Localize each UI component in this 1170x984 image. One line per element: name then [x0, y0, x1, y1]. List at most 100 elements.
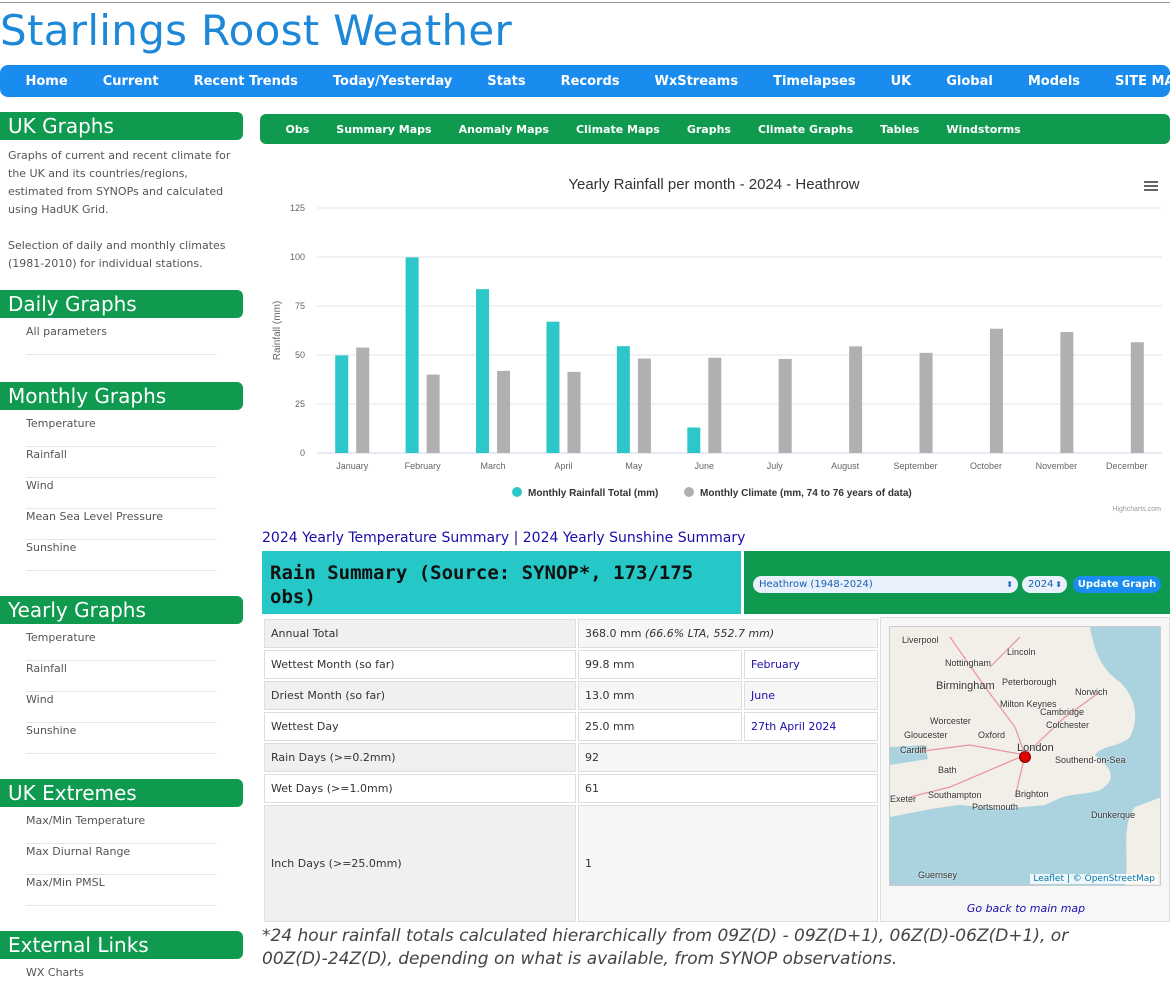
subnav-climate-graphs[interactable]: Climate Graphs	[757, 122, 854, 136]
sidebar-item-yearly-temperature[interactable]: Temperature	[26, 630, 217, 661]
chart-bar	[989, 328, 1003, 453]
map-place-label: Worcester	[930, 716, 971, 726]
sidebar-item-max-min-pmsl[interactable]: Max/Min PMSL	[26, 875, 217, 906]
table-row: Annual Total 368.0 mm (66.6% LTA, 552.7 …	[264, 619, 878, 648]
stat-label: Wettest Day	[264, 712, 576, 741]
y-tick-label: 75	[295, 301, 305, 311]
sidebar-item-monthly-rainfall[interactable]: Rainfall	[26, 447, 217, 478]
map-place-label: Guernsey	[918, 870, 958, 880]
year-select[interactable]: 2024 ⬍	[1022, 576, 1067, 593]
sunshine-summary-link[interactable]: 2024 Yearly Sunshine Summary	[522, 530, 746, 546]
uk-extremes-list: Max/Min Temperature Max Diurnal Range Ma…	[0, 807, 243, 906]
station-map[interactable]: Liverpool Lincoln Nottingham Birmingham Pete…	[889, 626, 1161, 886]
sidebar-item-yearly-rainfall[interactable]: Rainfall	[26, 661, 217, 692]
nav-uk[interactable]: UK	[890, 73, 912, 89]
nav-current[interactable]: Current	[102, 73, 159, 89]
station-select-value: Heathrow (1948-2024)	[759, 579, 873, 590]
driest-month-link[interactable]: June	[744, 681, 878, 710]
nav-records[interactable]: Records	[560, 73, 620, 89]
chart-bar	[1060, 332, 1074, 453]
stat-label: Annual Total	[264, 619, 576, 648]
monthly-graphs-list: Temperature Rainfall Wind Mean Sea Level…	[0, 410, 243, 571]
sidebar-heading-daily: Daily Graphs	[0, 290, 243, 318]
map-bristol-channel	[890, 745, 928, 765]
chart-bar	[476, 289, 490, 453]
sidebar: UK Graphs Graphs of current and recent c…	[0, 112, 243, 984]
stat-value: 92	[578, 743, 878, 772]
rain-summary-controls: Heathrow (1948-2024) ⬍ 2024 ⬍ Update Gra…	[744, 551, 1170, 614]
annual-total-lta: (66.6% LTA, 552.7 mm)	[644, 627, 775, 640]
map-place-label: Southampton	[928, 790, 982, 800]
y-axis-label: Rainfall (mm)	[272, 301, 283, 360]
chart-bar	[778, 358, 792, 453]
subnav-graphs[interactable]: Graphs	[686, 122, 731, 136]
y-tick-label: 50	[295, 350, 305, 360]
x-tick-label: August	[831, 461, 860, 471]
sidebar-item-yearly-sunshine[interactable]: Sunshine	[26, 723, 217, 754]
back-to-main-map-link[interactable]: Go back to main map	[966, 902, 1086, 915]
x-tick-label: April	[554, 461, 572, 471]
select-arrows-icon: ⬍	[1006, 580, 1013, 589]
subnav-tables[interactable]: Tables	[880, 122, 920, 136]
chart-menu-icon	[1144, 185, 1158, 187]
wettest-day-link[interactable]: 27th April 2024	[744, 712, 878, 741]
main-nav: Home Current Recent Trends Today/Yesterd…	[0, 65, 1170, 97]
chart-bar	[426, 374, 440, 453]
x-tick-label: January	[336, 461, 369, 471]
x-tick-label: November	[1036, 461, 1078, 471]
wettest-month-link[interactable]: February	[744, 650, 878, 679]
nav-recent-trends[interactable]: Recent Trends	[193, 73, 298, 89]
update-graph-button[interactable]: Update Graph	[1073, 576, 1161, 593]
map-place-label: Dunkerque	[1091, 810, 1136, 820]
stat-value: 25.0 mm	[578, 712, 742, 741]
rain-summary-title: Rain Summary (Source: SYNOP*, 173/175 ob…	[262, 551, 741, 614]
chart-title: Yearly Rainfall per month - 2024 - Heath…	[568, 176, 859, 193]
nav-today-yesterday[interactable]: Today/Yesterday	[332, 73, 453, 89]
station-select[interactable]: Heathrow (1948-2024) ⬍	[753, 576, 1018, 593]
chart-bar	[919, 352, 933, 453]
map-place-label: Birmingham	[936, 680, 995, 692]
sidebar-item-max-min-temperature[interactable]: Max/Min Temperature	[26, 813, 217, 844]
subnav-climate-maps[interactable]: Climate Maps	[575, 122, 660, 136]
chart-credit: Highcharts.com	[1112, 506, 1161, 513]
nav-timelapses[interactable]: Timelapses	[773, 73, 856, 89]
station-map-panel: Liverpool Lincoln Nottingham Birmingham Pete…	[880, 617, 1170, 922]
subnav-anomaly-maps[interactable]: Anomaly Maps	[458, 122, 549, 136]
rain-stats-table: Annual Total 368.0 mm (66.6% LTA, 552.7 …	[262, 617, 880, 924]
sidebar-item-max-diurnal-range[interactable]: Max Diurnal Range	[26, 844, 217, 875]
map-place-label: Oxford	[978, 730, 1006, 740]
stat-value: 1	[578, 805, 878, 922]
heathrow-marker-icon[interactable]	[1019, 751, 1031, 763]
sidebar-item-yearly-wind[interactable]: Wind	[26, 692, 217, 723]
map-land-france	[1125, 797, 1160, 885]
sidebar-heading-extremes: UK Extremes	[0, 779, 243, 807]
subnav-obs[interactable]: Obs	[285, 122, 310, 136]
stat-label: Driest Month (so far)	[264, 681, 576, 710]
sidebar-item-wx-charts[interactable]: WX Charts	[26, 965, 217, 984]
nav-global[interactable]: Global	[946, 73, 993, 89]
map-place-label: Brighton	[1015, 789, 1049, 799]
nav-stats[interactable]: Stats	[487, 73, 526, 89]
nav-wxstreams[interactable]: WxStreams	[654, 73, 739, 89]
temperature-summary-link[interactable]: 2024 Yearly Temperature Summary	[262, 530, 510, 546]
sidebar-item-monthly-sunshine[interactable]: Sunshine	[26, 540, 217, 571]
sidebar-item-monthly-pressure[interactable]: Mean Sea Level Pressure	[26, 509, 217, 540]
nav-models[interactable]: Models	[1027, 73, 1081, 89]
chart-bar	[546, 321, 560, 453]
y-tick-label: 25	[295, 399, 305, 409]
nav-home[interactable]: Home	[25, 73, 68, 89]
external-links-list: WX Charts	[0, 959, 243, 984]
sidebar-item-all-parameters[interactable]: All parameters	[26, 324, 217, 355]
sidebar-item-monthly-temperature[interactable]: Temperature	[26, 416, 217, 447]
stat-label: Rain Days (>=0.2mm)	[264, 743, 576, 772]
sidebar-item-monthly-wind[interactable]: Wind	[26, 478, 217, 509]
map-attribution[interactable]: Leaflet | © OpenStreetMap	[1030, 874, 1158, 884]
map-place-label: Norwich	[1075, 687, 1108, 697]
chart-bar	[849, 346, 863, 453]
site-title[interactable]: Starlings Roost Weather	[0, 6, 513, 55]
x-tick-label: October	[970, 461, 1002, 471]
legend-label: Monthly Rainfall Total (mm)	[528, 488, 658, 499]
subnav-summary-maps[interactable]: Summary Maps	[336, 122, 432, 136]
nav-site-map[interactable]: SITE MAP	[1115, 73, 1170, 89]
subnav-windstorms[interactable]: Windstorms	[946, 122, 1021, 136]
